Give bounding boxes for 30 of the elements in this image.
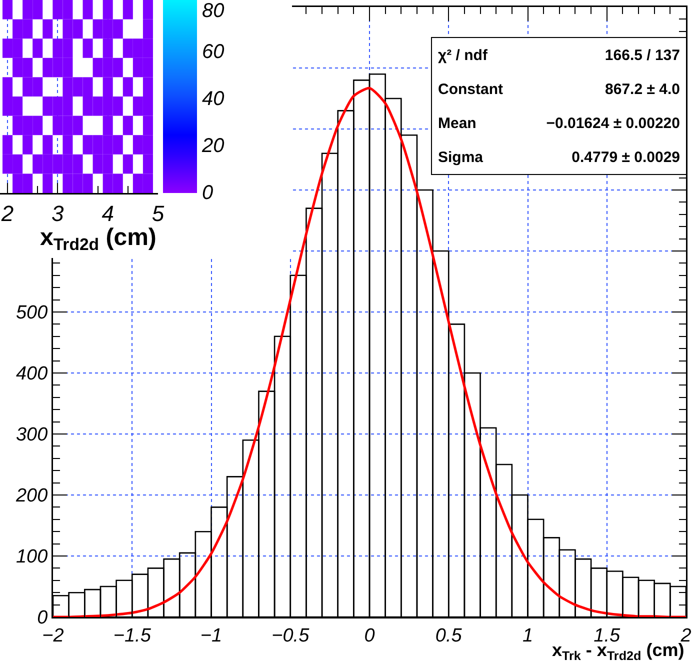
y-tick-label: 400 <box>16 364 48 385</box>
annotation: Mean <box>438 114 476 132</box>
x-tick-label: −1.5 <box>113 625 152 646</box>
x-tick-label: −0.5 <box>272 625 310 646</box>
color-bar-label: 80 <box>202 0 224 22</box>
annotation: Sigma <box>438 148 484 166</box>
y-tick-label: 300 <box>16 424 48 446</box>
color-bar-label: 40 <box>202 88 224 110</box>
x-tick-label: 5 <box>152 200 165 226</box>
color-bar-label: 60 <box>202 40 224 63</box>
annotation: −0.01624 ± 0.00220 <box>546 114 680 132</box>
annotation: Constant <box>438 80 503 98</box>
x-tick-label: 0.5 <box>435 625 462 646</box>
annotation: χ² / ndf <box>438 46 488 64</box>
color-bar-label: 20 <box>202 134 224 157</box>
x-axis-title: x$_{Trd2d}$ (cm) <box>40 224 156 254</box>
annotation: 867.2 ± 4.0 <box>605 80 680 98</box>
y-tick-label: 100 <box>16 546 48 568</box>
x-tick-label: −1 <box>200 625 222 646</box>
x-tick-label: 4 <box>102 200 114 226</box>
y-tick-label: 500 <box>16 302 48 324</box>
x-tick-label: 3 <box>52 200 65 226</box>
x-tick-label: 1.5 <box>594 625 621 646</box>
color-bar-label: 0 <box>202 182 214 204</box>
x-tick-label: 0 <box>364 625 376 646</box>
y-tick-label: 200 <box>14 486 48 507</box>
annotation: 0.4779 ± 0.0029 <box>572 148 680 166</box>
annotation: 166.5 / 137 <box>604 46 680 64</box>
x-tick-label: 2 <box>0 200 14 226</box>
x-tick-label: 1 <box>522 625 534 646</box>
